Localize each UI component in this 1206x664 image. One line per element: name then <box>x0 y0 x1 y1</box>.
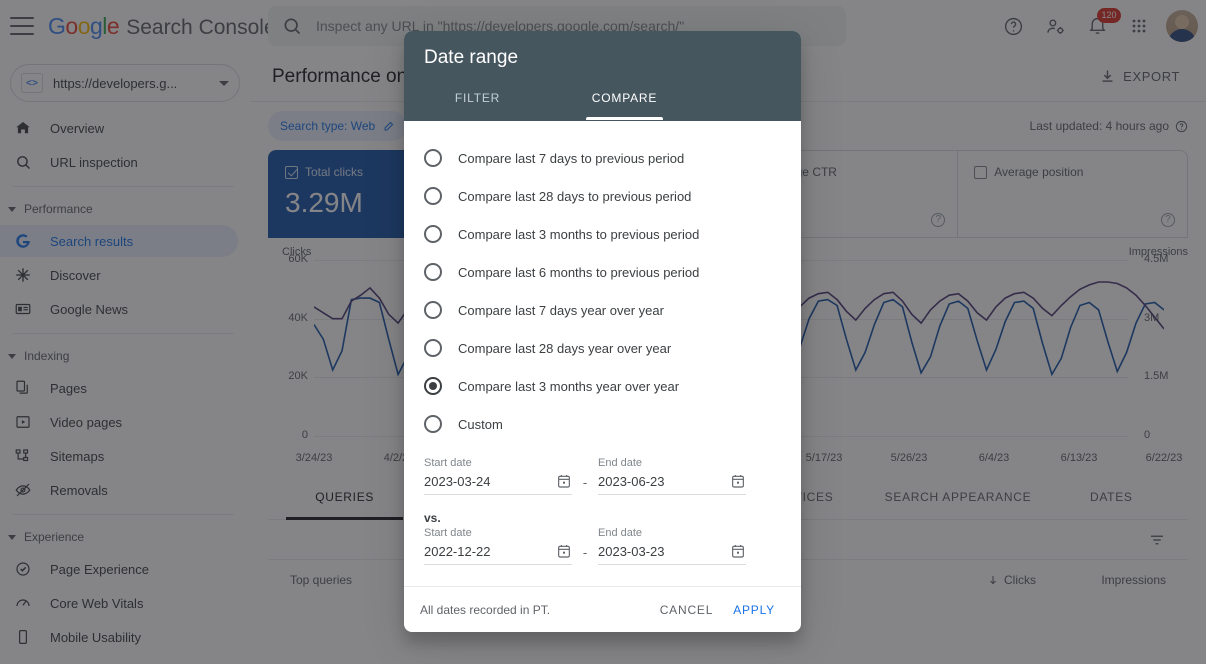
radio-icon[interactable] <box>424 415 442 433</box>
option-compare-7-days-yoy[interactable]: Compare last 7 days year over year <box>404 291 801 329</box>
start-date-label: Start date <box>424 457 472 469</box>
date-range-dialog: Date range FILTER COMPARE Compare last 7… <box>404 31 801 632</box>
footer-note: All dates recorded in PT. <box>420 602 551 617</box>
radio-icon[interactable] <box>424 339 442 357</box>
radio-icon[interactable] <box>424 301 442 319</box>
end-date-label: End date <box>598 527 643 539</box>
start-date-label: Start date <box>424 527 472 539</box>
compare-start-date-input[interactable] <box>424 543 556 559</box>
radio-icon[interactable] <box>424 187 442 205</box>
primary-start-date-input[interactable] <box>424 473 556 489</box>
end-date-label: End date <box>598 457 643 469</box>
dialog-tab-filter[interactable]: FILTER <box>454 91 501 105</box>
primary-end-date-field[interactable]: End date <box>598 457 746 495</box>
option-compare-3-months-previous[interactable]: Compare last 3 months to previous period <box>404 215 801 253</box>
compare-end-date-field[interactable]: End date <box>598 527 746 565</box>
radio-icon[interactable] <box>424 377 442 395</box>
calendar-icon[interactable] <box>556 473 572 489</box>
dialog-footer: All dates recorded in PT. CANCEL APPLY <box>404 586 801 632</box>
cancel-button[interactable]: CANCEL <box>659 602 714 617</box>
dialog-tabs: FILTER COMPARE <box>404 87 801 120</box>
option-compare-28-days-yoy[interactable]: Compare last 28 days year over year <box>404 329 801 367</box>
primary-start-date-field[interactable]: Start date <box>424 457 572 495</box>
dialog-header: Date range FILTER COMPARE <box>404 31 801 121</box>
compare-date-range: vs. Start date - <box>404 495 801 565</box>
option-compare-3-months-yoy[interactable]: Compare last 3 months year over year <box>404 367 801 405</box>
radio-icon[interactable] <box>424 149 442 167</box>
option-compare-28-days-previous[interactable]: Compare last 28 days to previous period <box>404 177 801 215</box>
option-label: Compare last 28 days year over year <box>458 340 672 356</box>
calendar-icon[interactable] <box>556 543 572 559</box>
option-custom[interactable]: Custom <box>404 405 801 443</box>
date-range-separator: - <box>582 545 588 560</box>
option-label: Compare last 3 months to previous period <box>458 226 700 242</box>
calendar-icon[interactable] <box>730 543 746 559</box>
calendar-icon[interactable] <box>730 473 746 489</box>
vs-label: vs. <box>424 511 441 525</box>
radio-icon[interactable] <box>424 225 442 243</box>
date-range-separator: - <box>582 475 588 490</box>
dialog-title: Date range <box>424 47 519 68</box>
option-compare-6-months-previous[interactable]: Compare last 6 months to previous period <box>404 253 801 291</box>
option-label: Compare last 7 days year over year <box>458 302 664 318</box>
apply-button[interactable]: APPLY <box>733 602 775 617</box>
option-label: Compare last 6 months to previous period <box>458 264 700 280</box>
dialog-body: Compare last 7 days to previous period C… <box>404 121 801 586</box>
dialog-tab-compare[interactable]: COMPARE <box>551 87 698 120</box>
option-label: Compare last 3 months year over year <box>458 378 680 394</box>
radio-icon[interactable] <box>424 263 442 281</box>
primary-end-date-input[interactable] <box>598 473 730 489</box>
option-label: Compare last 7 days to previous period <box>458 150 685 166</box>
option-label: Custom <box>458 416 503 432</box>
option-label: Compare last 28 days to previous period <box>458 188 692 204</box>
compare-end-date-input[interactable] <box>598 543 730 559</box>
option-compare-7-days-previous[interactable]: Compare last 7 days to previous period <box>404 139 801 177</box>
primary-date-range: Start date - End date <box>404 443 801 495</box>
compare-start-date-field[interactable]: Start date <box>424 527 572 565</box>
